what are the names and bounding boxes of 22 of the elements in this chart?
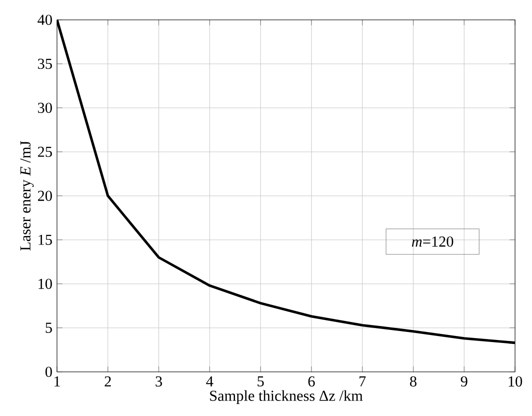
y-tick-label: 15 — [38, 234, 52, 245]
x-tick-label: 10 — [508, 376, 522, 387]
y-tick-label: 30 — [38, 102, 52, 114]
y-tick-label: 10 — [38, 278, 52, 290]
y-axis-title: Laser enery E /mJ — [20, 141, 34, 251]
y-tick-label: 40 — [38, 14, 52, 26]
x-tick-label: 6 — [308, 376, 315, 387]
x-tick-label: 1 — [54, 376, 60, 386]
y-tick-label: 20 — [38, 190, 52, 202]
x-tick-label: 9 — [460, 376, 468, 387]
x-tick-label: 5 — [258, 376, 264, 386]
y-tick-label: 5 — [46, 322, 52, 333]
x-tick-label: 3 — [156, 376, 162, 387]
x-tick-label: 7 — [360, 376, 366, 386]
y-tick-label: 0 — [45, 366, 52, 378]
annotation: m=120 — [412, 236, 454, 247]
x-tick-label: 2 — [104, 376, 111, 386]
x-tick-label: 4 — [206, 376, 214, 386]
y-tick-label: 25 — [38, 146, 52, 158]
x-tick-label: 8 — [410, 376, 416, 387]
y-tick-label: 35 — [38, 58, 52, 70]
x-axis-title: Sample thickness Δz /km — [210, 390, 363, 404]
